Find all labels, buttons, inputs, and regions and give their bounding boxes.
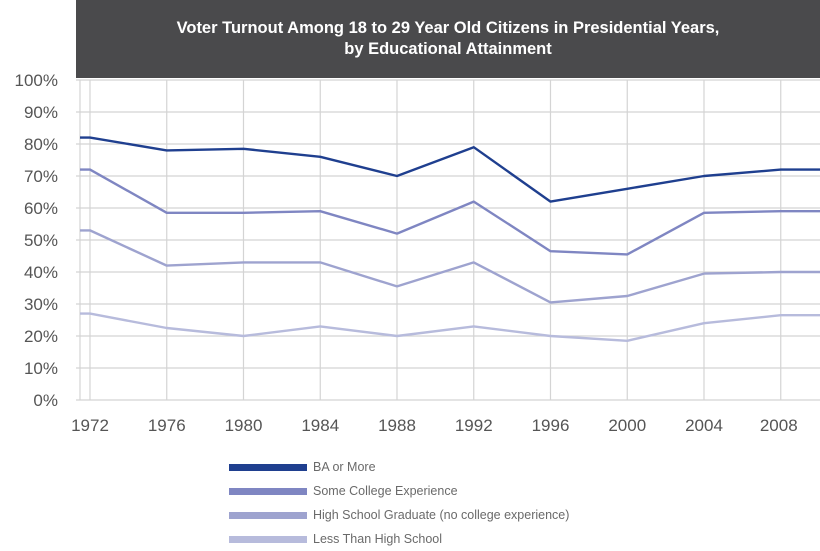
series-line [80, 229, 820, 304]
y-tick-label: 30% [24, 295, 58, 314]
legend-swatch [229, 511, 307, 519]
y-tick-label: 10% [24, 359, 58, 378]
x-tick-label: 1980 [225, 416, 263, 435]
y-tick-label: 100% [15, 71, 58, 90]
line-chart: 0%10%20%30%40%50%60%70%80%90%100% 1972 19… [15, 71, 820, 435]
x-tick-label: 1972 [71, 416, 109, 435]
y-tick-label: 40% [24, 263, 58, 282]
legend-swatch [229, 487, 307, 495]
legend-swatch [229, 463, 307, 471]
chart-title-banner: Voter Turnout Among 18 to 29 Year Old Ci… [76, 0, 820, 78]
x-axis: 1972 1976 1980 1984 1988 1992 1996 2000 2004 2008 [71, 416, 798, 435]
legend-item: BA or More [229, 455, 569, 479]
x-tick-label: 1988 [378, 416, 416, 435]
x-tick-label: 2008 [760, 416, 798, 435]
x-tick-label: 2004 [685, 416, 723, 435]
x-tick-label: 1984 [301, 416, 339, 435]
legend-label: Some College Experience [313, 484, 458, 498]
legend-label: Less Than High School [313, 532, 443, 546]
x-tick-label: 1992 [455, 416, 493, 435]
y-tick-label: 80% [24, 135, 58, 154]
grid-layer [76, 79, 820, 401]
legend: BA or More Some College Experience High Sc… [229, 455, 569, 551]
chart-title: Voter Turnout Among 18 to 29 Year Old Ci… [176, 19, 720, 37]
chart-subtitle: by Educational Attainment [344, 40, 552, 58]
y-tick-label: 0% [33, 391, 58, 410]
x-tick-label: 2000 [608, 416, 646, 435]
series-layer [80, 136, 820, 342]
series-line [80, 136, 820, 203]
legend-swatch [229, 535, 307, 543]
y-tick-label: 90% [24, 103, 58, 122]
legend-item: Some College Experience [229, 479, 569, 503]
y-tick-label: 60% [24, 199, 58, 218]
x-tick-label: 1976 [148, 416, 186, 435]
y-tick-label: 20% [24, 327, 58, 346]
series-line [80, 312, 820, 342]
legend-label: High School Graduate (no college experie… [313, 508, 570, 522]
x-tick-label: 1996 [532, 416, 570, 435]
legend-label: BA or More [313, 460, 376, 474]
y-tick-label: 50% [24, 231, 58, 250]
y-axis: 0% 10% 20% 30% 40% 50% 60% 70% 80% 90% 100% [15, 71, 58, 410]
y-tick-label: 70% [24, 167, 58, 186]
series-line [80, 168, 820, 256]
legend-item: Less Than High School [229, 527, 569, 551]
legend-item: High School Graduate (no college experie… [229, 503, 569, 527]
